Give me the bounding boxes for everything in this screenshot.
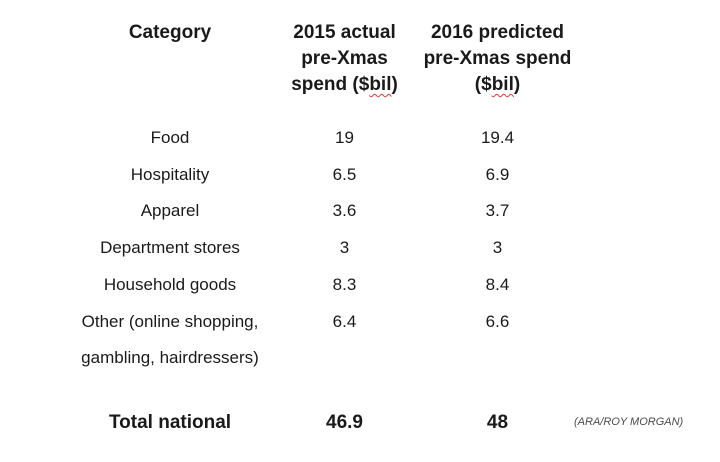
header-2016-line3-c: ) [513,74,521,95]
row-household-goods-2016: 8.4 [485,275,510,294]
row-other-category-line2: gambling, hairdressers) [81,348,259,367]
row-food-2015: 19 [335,128,354,147]
row-other-2016: 6.6 [485,312,510,331]
row-other-2015: 6.4 [332,312,357,331]
header-2015-line3-c: ) [391,74,398,95]
source-credit: (ARA/ROY MORGAN) [574,416,684,428]
row-department-stores-category: Department stores [100,238,240,257]
row-food-2016: 19.4 [480,128,515,147]
row-apparel-2015: 3.6 [332,201,357,220]
header-2015-line3-a: spend ($ [291,74,370,95]
row-hospitality-2016: 6.9 [485,165,510,184]
header-2015-actual: 2015 actual pre-Xmas spend ($bil) [272,20,417,98]
header-2016-predicted: 2016 predicted pre-Xmas spend ($bil) [410,20,585,98]
row-department-stores-2015: 3 [339,238,350,257]
header-2016-line1: 2016 predicted [430,22,565,43]
header-2015-line1: 2015 actual [293,22,396,43]
total-label: Total national [108,412,232,433]
row-apparel-2016: 3.7 [485,201,510,220]
header-2015-line3: spend ($bil) [272,72,417,98]
row-food-category: Food [150,128,190,147]
header-category-label: Category [128,22,212,43]
total-2015: 46.9 [326,412,363,433]
header-2016-line3: ($bil) [410,72,585,98]
row-apparel-category: Apparel [140,201,200,220]
total-2016: 48 [486,412,509,433]
row-other-category-line1: Other (online shopping, [81,312,259,331]
header-category: Category [60,20,280,46]
header-2015-line2: pre-Xmas [301,48,388,69]
header-2016-line3-b: bil [491,74,514,95]
row-household-goods-2015: 8.3 [332,275,357,294]
row-other-category: Other (online shopping, gambling, hairdr… [60,311,280,369]
header-2016-line3-a: ($ [474,74,492,95]
row-hospitality-category: Hospitality [130,165,210,184]
header-2015-line3-b: bil [369,74,392,95]
row-hospitality-2015: 6.5 [332,165,357,184]
header-2016-line2: pre-Xmas spend [423,48,572,69]
row-household-goods-category: Household goods [103,275,237,294]
row-department-stores-2016: 3 [492,238,503,257]
